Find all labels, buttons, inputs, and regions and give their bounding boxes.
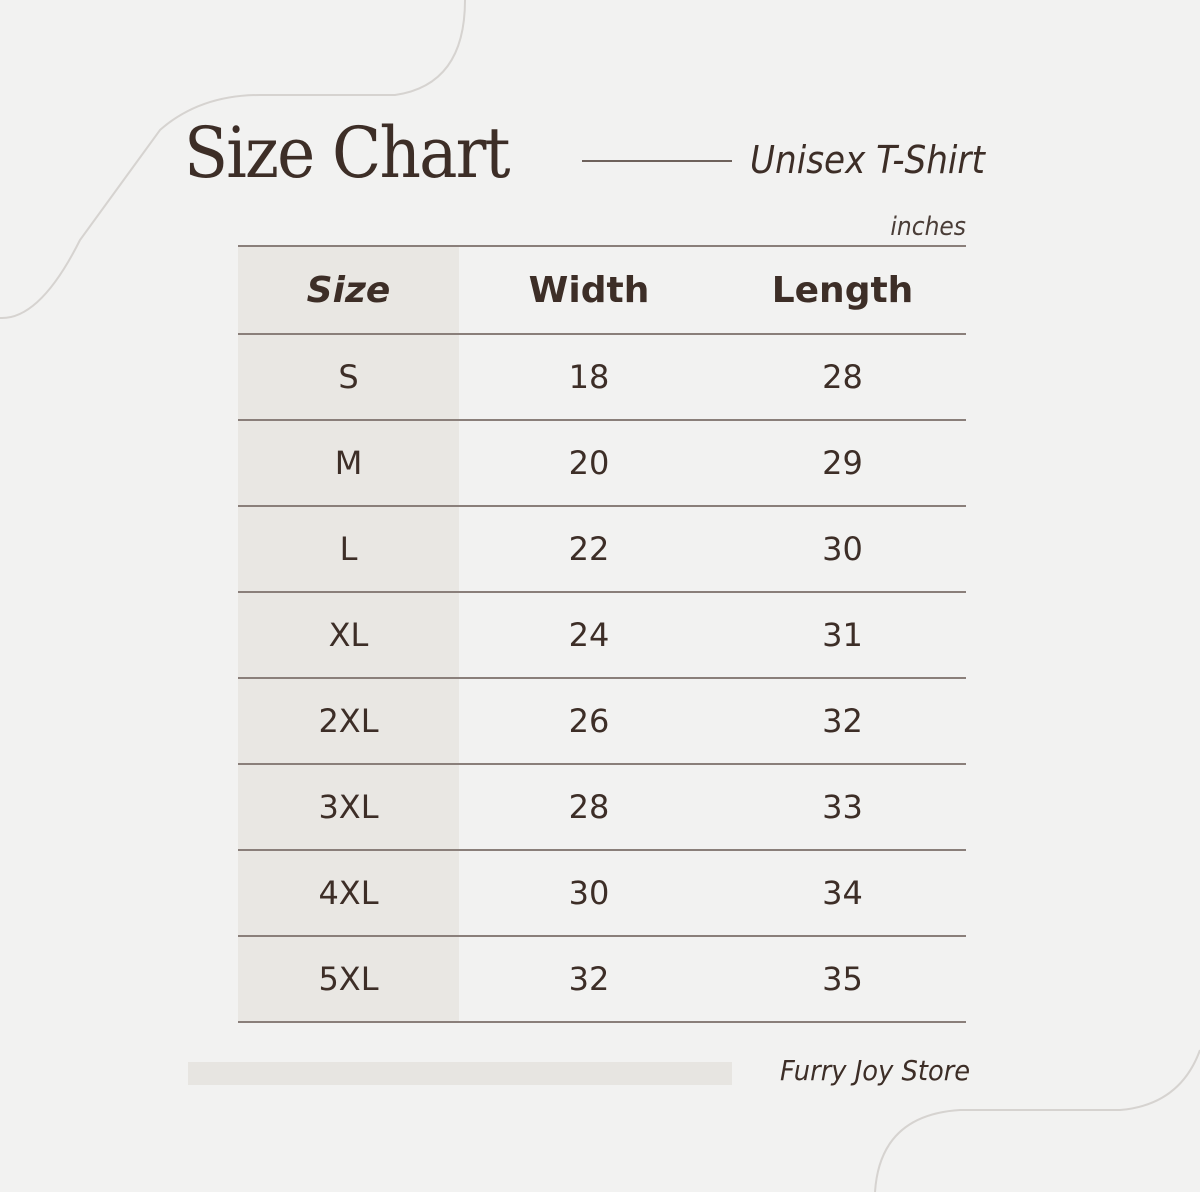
size-cell: XL: [238, 591, 459, 678]
size-cell: L: [238, 505, 459, 592]
width-cell: 20: [459, 419, 719, 506]
length-cell: 32: [719, 677, 966, 764]
length-cell: 31: [719, 591, 966, 678]
header-length: Length: [719, 245, 966, 334]
size-cell: 3XL: [238, 763, 459, 850]
subtitle: Unisex T-Shirt: [750, 138, 985, 182]
table-row: 2XL 26 32: [238, 677, 966, 764]
table-row: M 20 29: [238, 419, 966, 506]
width-cell: 18: [459, 333, 719, 420]
table-row: XL 24 31: [238, 591, 966, 678]
length-cell: 35: [719, 935, 966, 1023]
size-table: Size Width Length S 18 28 M 20 29 L 22 30 XL 24 31 2…: [238, 245, 966, 1023]
header-size: Size: [238, 245, 459, 334]
width-cell: 24: [459, 591, 719, 678]
table-row: 3XL 28 33: [238, 763, 966, 850]
units-label: inches: [890, 212, 966, 242]
table-row: 4XL 30 34: [238, 849, 966, 936]
table-row: L 22 30: [238, 505, 966, 592]
size-cell: 4XL: [238, 849, 459, 936]
store-name: Furry Joy Store: [780, 1054, 971, 1087]
size-cell: 5XL: [238, 935, 459, 1023]
title-divider: [582, 160, 732, 162]
size-cell: S: [238, 333, 459, 420]
length-cell: 29: [719, 419, 966, 506]
size-cell: 2XL: [238, 677, 459, 764]
length-cell: 33: [719, 763, 966, 850]
length-cell: 30: [719, 505, 966, 592]
table-row: S 18 28: [238, 333, 966, 420]
size-cell: M: [238, 419, 459, 506]
table-header-row: Size Width Length: [238, 245, 966, 334]
page-title: Size Chart: [184, 112, 510, 194]
header-width: Width: [459, 245, 719, 334]
width-cell: 30: [459, 849, 719, 936]
length-cell: 34: [719, 849, 966, 936]
width-cell: 32: [459, 935, 719, 1023]
width-cell: 22: [459, 505, 719, 592]
width-cell: 26: [459, 677, 719, 764]
width-cell: 28: [459, 763, 719, 850]
length-cell: 28: [719, 333, 966, 420]
decorative-bar: [188, 1062, 732, 1085]
table-row: 5XL 32 35: [238, 935, 966, 1023]
